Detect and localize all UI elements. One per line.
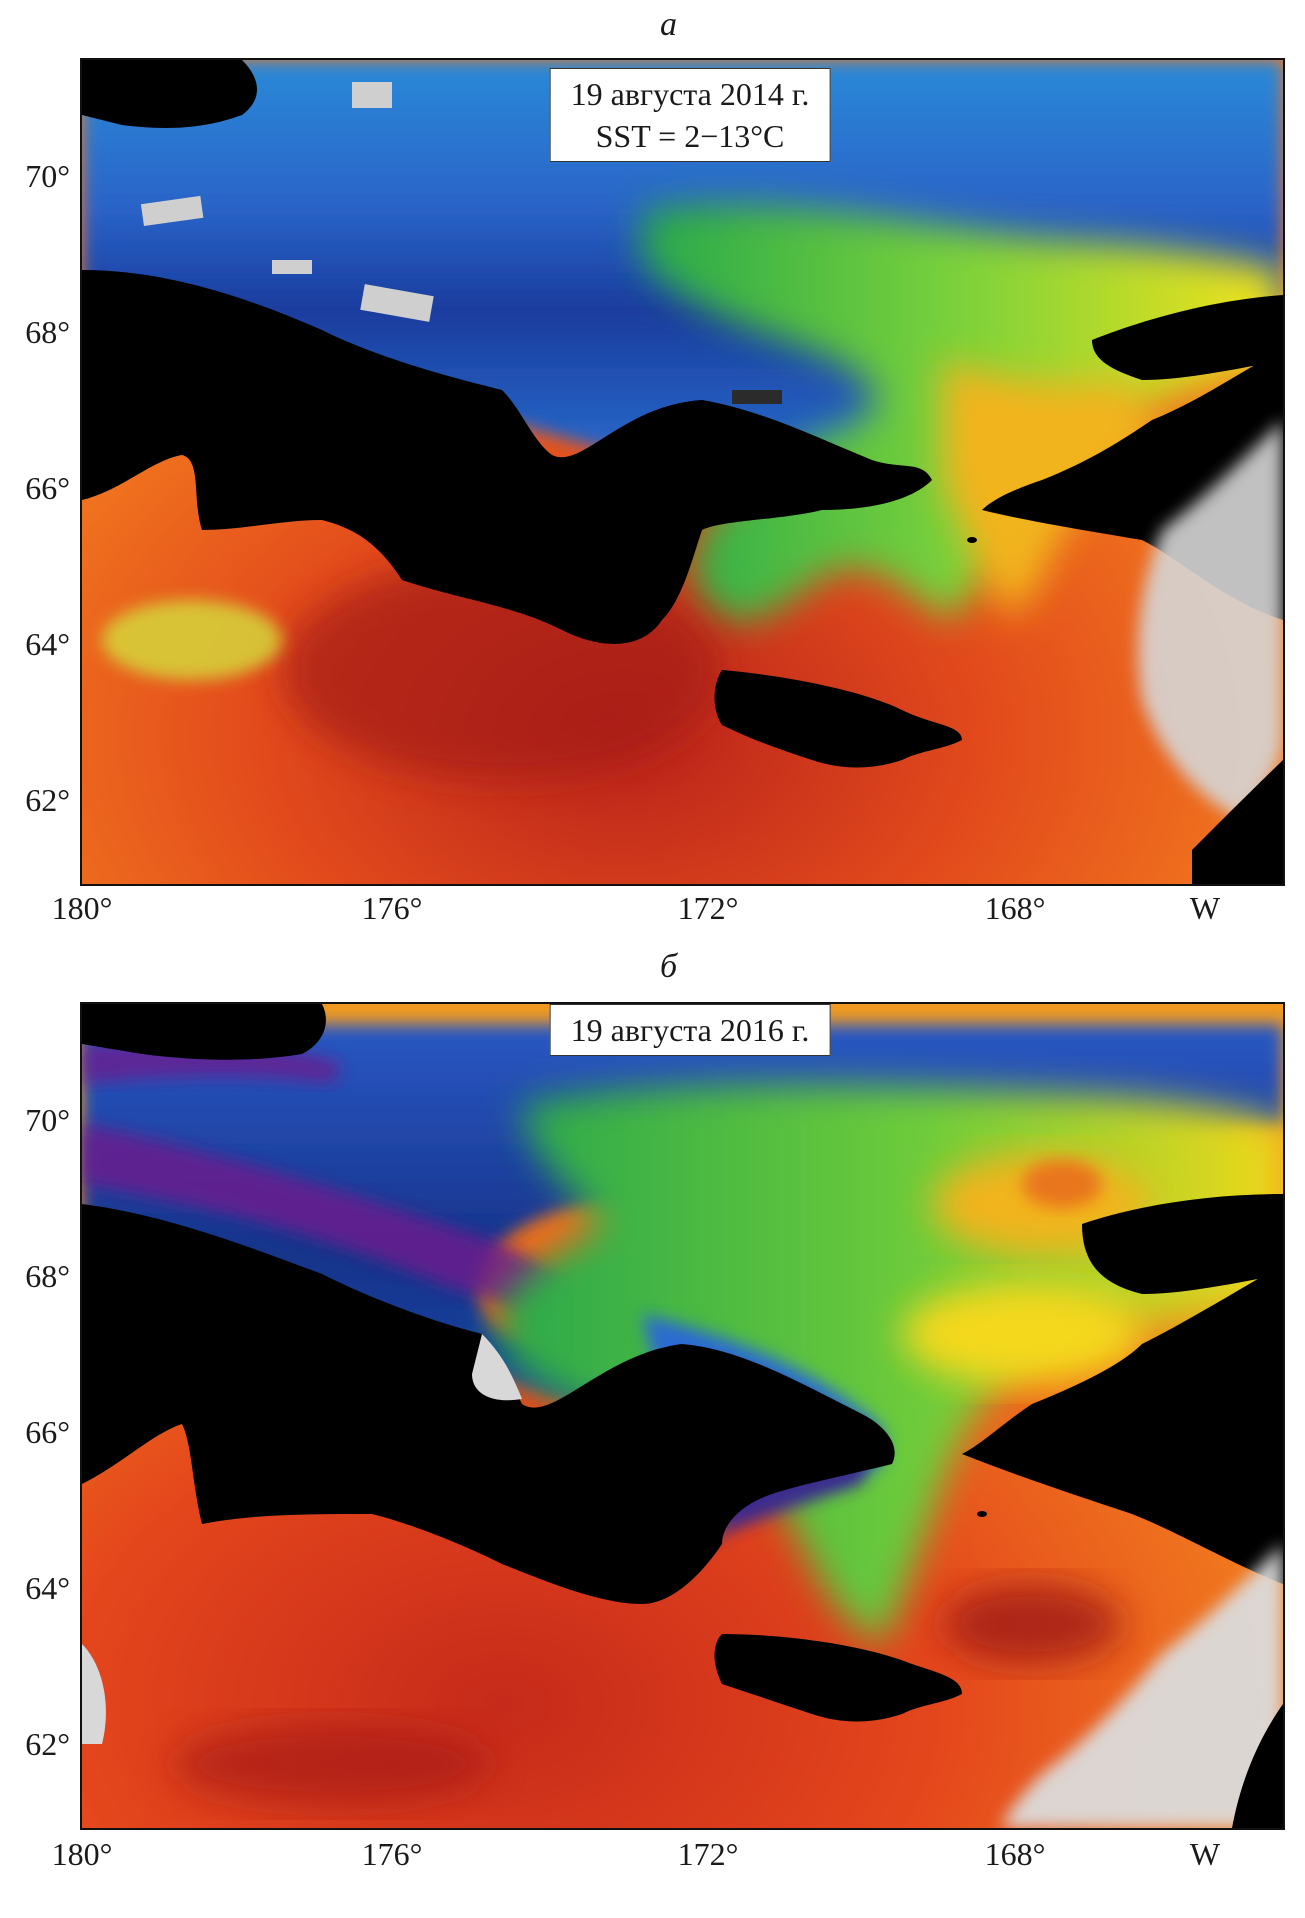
panel-b-lat-68: 68°	[25, 1258, 70, 1294]
panel-a-map	[80, 58, 1285, 886]
panel-b-sst-map	[82, 1004, 1283, 1828]
panel-b-lat-70: 70°	[25, 1102, 70, 1138]
panel-a-date: 19 августа 2014 г.	[570, 76, 810, 112]
panel-a-lon-172: 172°	[677, 890, 739, 926]
panel-a-lat-70: 70°	[25, 158, 70, 194]
panel-b-lat-64: 64°	[25, 1570, 70, 1606]
panel-a-lat-64: 64°	[25, 626, 70, 662]
panel-b-letter: б	[660, 948, 678, 985]
panel-b-lat-66: 66°	[25, 1414, 70, 1450]
panel-a-lat-66: 66°	[25, 470, 70, 506]
panel-a-range: SST = 2−13°C	[595, 118, 785, 154]
panel-a-letter: а	[660, 6, 677, 43]
panel-a-title-box: 19 августа 2014 г. SST = 2−13°C	[549, 68, 831, 162]
panel-b-lon-176: 176°	[361, 1836, 423, 1872]
panel-b-lat-62: 62°	[25, 1726, 70, 1762]
panel-a-lon-w: W	[1189, 890, 1221, 926]
panel-b-lon-172: 172°	[677, 1836, 739, 1872]
panel-b-date: 19 августа 2016 г.	[570, 1012, 810, 1048]
panel-a-lon-168: 168°	[984, 890, 1046, 926]
panel-b-lon-180: 180°	[51, 1836, 113, 1872]
panel-a-lon-176: 176°	[361, 890, 423, 926]
panel-a-lon-180: 180°	[51, 890, 113, 926]
panel-a-sst-map	[82, 60, 1283, 884]
panel-b-lon-w: W	[1189, 1836, 1221, 1872]
panel-b-lon-168: 168°	[984, 1836, 1046, 1872]
panel-a-lat-68: 68°	[25, 314, 70, 350]
panel-a-lat-62: 62°	[25, 782, 70, 818]
panel-b-title-box: 19 августа 2016 г.	[549, 1004, 831, 1056]
panel-b-map	[80, 1002, 1285, 1830]
